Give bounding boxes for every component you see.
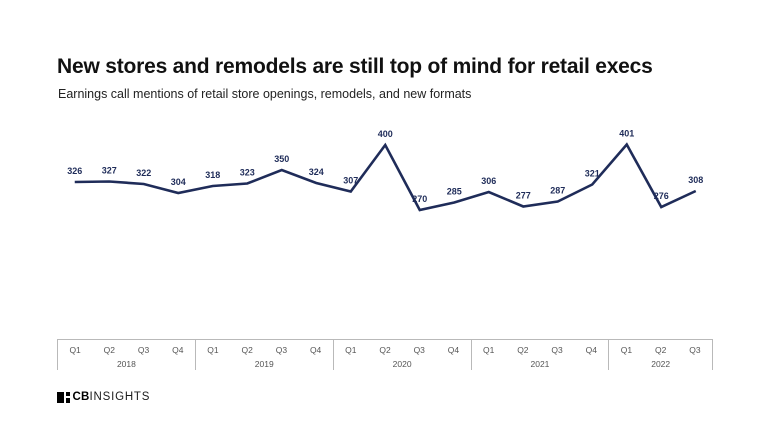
data-point-label: 327 <box>102 166 117 176</box>
data-point-label: 304 <box>171 177 186 187</box>
logo-text-bold: CB <box>72 391 90 403</box>
axis-quarter-label: Q3 <box>413 345 425 355</box>
axis-quarter-label: Q2 <box>517 345 529 355</box>
axis-quarter-label: Q2 <box>241 345 253 355</box>
data-point-label: 324 <box>309 167 324 177</box>
data-point-label: 270 <box>412 194 427 204</box>
data-point-label: 321 <box>585 169 600 179</box>
axis-quarter-label: Q3 <box>137 345 150 355</box>
axis-year-label: 2019 <box>254 359 274 369</box>
axis-quarter-label: Q1 <box>620 345 633 355</box>
data-point-label: 326 <box>67 166 82 176</box>
axis-quarter-label: Q3 <box>689 345 701 355</box>
data-point-label: 401 <box>619 129 634 139</box>
axis-quarter-label: Q4 <box>585 345 597 355</box>
axis-quarter-label: Q4 <box>309 345 322 355</box>
data-point-label: 318 <box>205 170 220 180</box>
axis-year-label: 2021 <box>530 359 550 369</box>
axis-quarter-label: Q3 <box>275 345 288 355</box>
data-point-label: 277 <box>516 191 531 201</box>
axis-quarter-label: Q2 <box>655 345 667 355</box>
page-subtitle: Earnings call mentions of retail store o… <box>58 87 472 101</box>
axis-year-group: Q1 Q2 Q3 Q4 2019 <box>194 340 333 370</box>
axis-year-label: 2022 <box>651 359 671 369</box>
data-point-label: 400 <box>378 129 393 139</box>
axis-quarter-label: Q4 <box>172 345 184 355</box>
axis-year-label: 2018 <box>116 359 136 369</box>
series-line <box>74 142 697 212</box>
axis-year-group: Q1 Q2 Q3 Q4 2020 <box>332 340 471 370</box>
axis-year-group: Q1 Q2 Q3 2022 <box>608 340 713 370</box>
data-point-label: 323 <box>240 168 255 178</box>
data-point-label: 308 <box>688 175 703 185</box>
axis-quarter-label: Q1 <box>345 345 357 355</box>
axis-quarter-label: Q1 <box>69 345 81 355</box>
axis-quarter-label: Q4 <box>447 345 460 355</box>
data-point-label: 287 <box>550 186 565 196</box>
cbinsights-logo-icon <box>57 391 70 403</box>
axis-year-group: Q1 Q2 Q3 Q4 2021 <box>470 340 609 370</box>
axis-quarter-label: Q1 <box>207 345 219 355</box>
data-point-label: 307 <box>343 176 358 186</box>
x-axis: Q1 Q2 Q3 Q4 2018 Q1 Q2 Q3 Q4 2019 Q1 Q2 Q3 Q4 2020 Q1 Q2… <box>57 339 713 370</box>
data-point-label: 276 <box>654 191 669 201</box>
axis-quarter-label: Q1 <box>482 345 495 355</box>
axis-year-label: 2020 <box>392 359 412 369</box>
data-point-label: 322 <box>136 168 151 178</box>
page-title: New stores and remodels are still top of… <box>57 55 653 78</box>
data-point-label: 350 <box>274 154 289 164</box>
axis-quarter-label: Q2 <box>103 345 115 355</box>
axis-quarter-label: Q2 <box>379 345 391 355</box>
axis-year-group: Q1 Q2 Q3 Q4 2018 <box>57 340 195 370</box>
cbinsights-logo: CB INSIGHTS <box>57 390 150 404</box>
logo-text-light: INSIGHTS <box>89 391 151 403</box>
data-point-label: 306 <box>481 176 496 186</box>
data-point-label: 285 <box>447 187 462 197</box>
axis-quarter-label: Q3 <box>551 345 563 355</box>
